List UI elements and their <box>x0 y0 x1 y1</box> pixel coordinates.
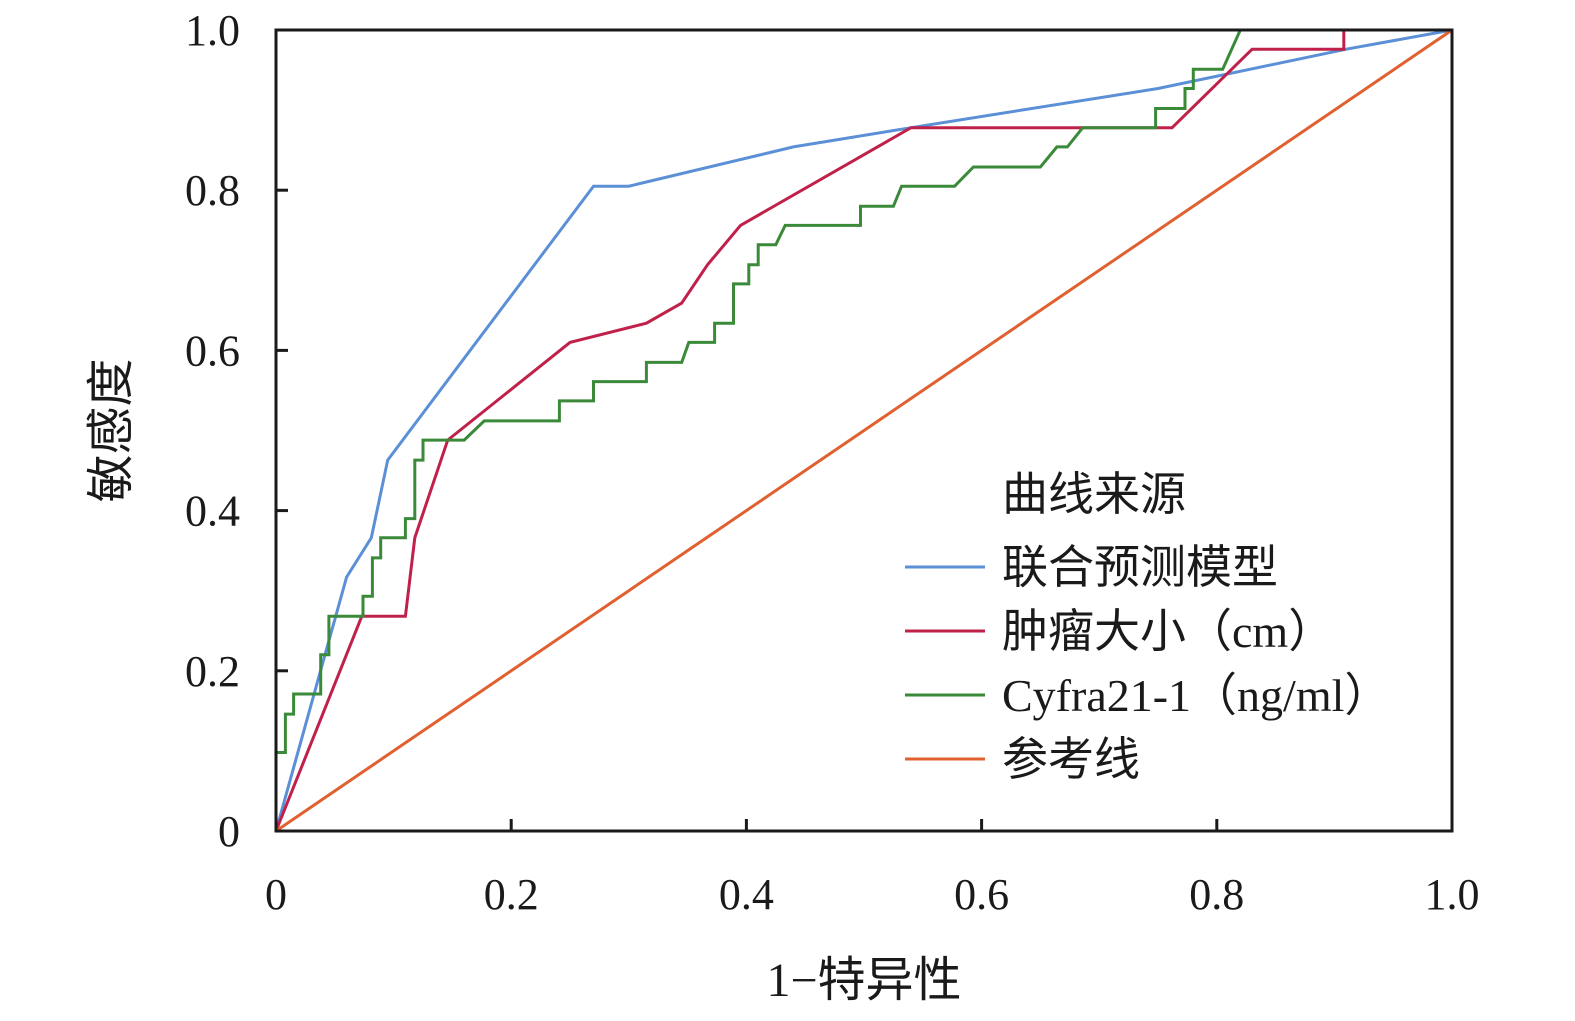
x-tick-label: 0.4 <box>719 870 774 919</box>
x-tick-label: 0 <box>265 870 287 919</box>
x-tick-label: 0.2 <box>484 870 539 919</box>
legend-label-1: 联合预测模型 <box>1002 542 1278 593</box>
legend-label-4: 参考线 <box>1002 734 1140 785</box>
y-tick-label: 0 <box>218 807 240 856</box>
plot-frame <box>274 28 1454 833</box>
y-tick-label: 0.2 <box>185 647 240 696</box>
y-axis-label: 敏感度 <box>85 358 138 502</box>
y-tick-label: 0.8 <box>185 166 240 215</box>
series-line-4 <box>275 28 1453 833</box>
x-tick-label: 0.6 <box>954 870 1009 919</box>
ticks-layer: 0 0.2 0.4 0.6 0.8 1.0 0 0.2 0.4 0.6 0.8 1.0 <box>185 6 1480 919</box>
y-tick-label: 0.4 <box>185 487 240 536</box>
series-line-1 <box>274 28 1453 832</box>
series-layer <box>274 28 1453 833</box>
series-line-3 <box>274 28 1452 831</box>
y-tick-label: 1.0 <box>185 6 240 55</box>
series-line-2 <box>274 28 1452 832</box>
x-tick-label: 1.0 <box>1425 870 1480 919</box>
legend-title: 曲线来源 <box>1002 469 1186 520</box>
legend-label-3: Cyfra21-1（ng/ml） <box>1002 670 1390 721</box>
legend-label-2: 肿瘤大小（cm） <box>1002 606 1334 657</box>
y-tick-label: 0.6 <box>185 326 240 375</box>
x-tick-label: 0.8 <box>1189 870 1244 919</box>
x-axis-label: 1−特异性 <box>766 954 961 1007</box>
